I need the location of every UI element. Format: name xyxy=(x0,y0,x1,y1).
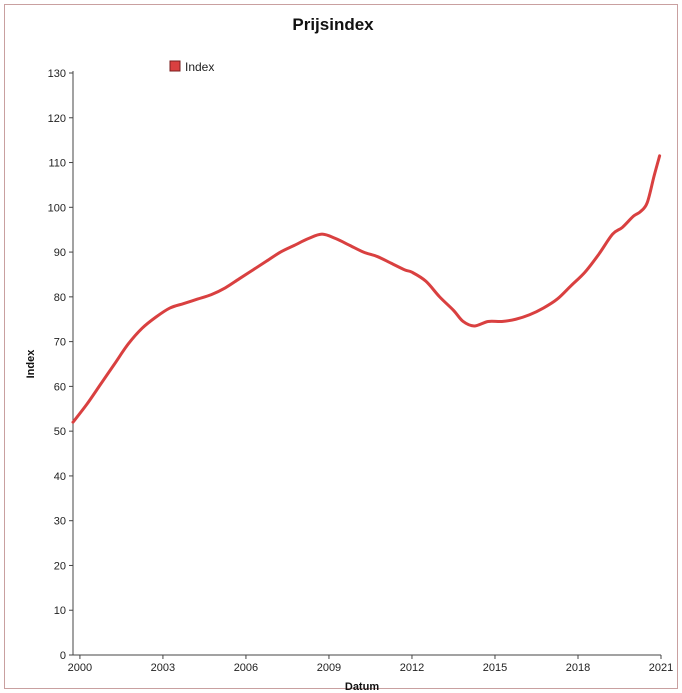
x-axis: 2000 2003 2006 2009 2012 2015 2018 2021 xyxy=(68,654,673,674)
y-axis-label: Index xyxy=(25,349,37,379)
x-axis-label: Datum xyxy=(345,681,379,693)
y-tick-label: 60 xyxy=(54,381,66,393)
x-tick-label: 2003 xyxy=(151,662,175,674)
y-axis: 0 10 20 30 40 50 60 70 80 90 100 110 120 130 xyxy=(48,68,74,662)
x-tick-label: 2015 xyxy=(483,662,507,674)
y-tick-label: 80 xyxy=(54,292,66,304)
plot-area xyxy=(71,154,662,424)
x-tick-label: 2009 xyxy=(317,662,341,674)
y-tick-label: 20 xyxy=(54,560,66,572)
y-tick-label: 120 xyxy=(48,113,66,125)
legend: Index xyxy=(169,60,214,74)
y-tick-label: 0 xyxy=(60,650,66,662)
x-tick-label: 2000 xyxy=(68,662,92,674)
y-tick-label: 70 xyxy=(54,337,66,349)
y-tick-label: 100 xyxy=(48,202,66,214)
y-tick-label: 90 xyxy=(54,247,66,259)
y-tick-label: 130 xyxy=(48,68,66,80)
legend-swatch-index xyxy=(169,60,181,72)
chart-title: Prijsindex xyxy=(292,15,374,34)
y-tick-label: 40 xyxy=(54,471,66,483)
chart-frame xyxy=(4,4,678,689)
x-tick-label: 2018 xyxy=(566,662,590,674)
x-tick-label: 2006 xyxy=(234,662,258,674)
y-tick-label: 10 xyxy=(54,605,66,617)
y-tick-label: 30 xyxy=(54,516,66,528)
x-tick-label: 2021 xyxy=(649,662,673,674)
legend-label-index: Index xyxy=(185,60,214,74)
series-line-index xyxy=(71,154,662,424)
y-tick-label: 50 xyxy=(54,426,66,438)
x-tick-label: 2012 xyxy=(400,662,424,674)
y-tick-label: 110 xyxy=(48,158,66,170)
